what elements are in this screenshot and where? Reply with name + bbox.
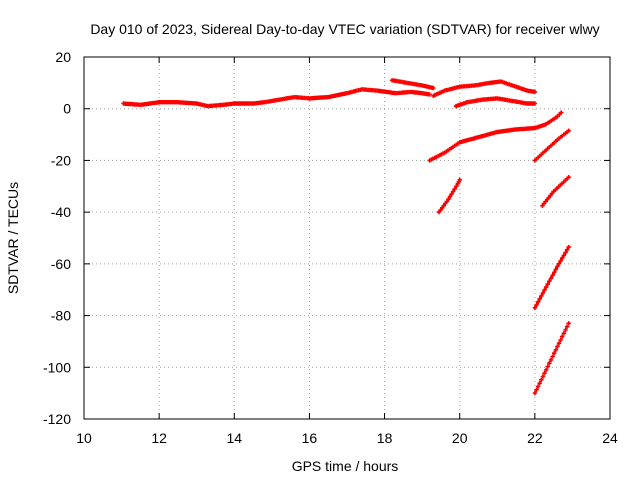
x-tick-label: 16 — [302, 430, 318, 446]
y-tick-label: -120 — [43, 411, 71, 427]
series-arc-1 — [121, 87, 432, 109]
data-series — [121, 78, 571, 396]
series-arc-3 — [431, 79, 538, 98]
series-arc-4 — [453, 96, 538, 109]
x-axis-label: GPS time / hours — [292, 458, 399, 474]
series-arc-9 — [532, 244, 571, 310]
y-tick-label: 20 — [55, 49, 71, 65]
chart-title: Day 010 of 2023, Sidereal Day-to-day VTE… — [90, 21, 599, 37]
series-arc-10 — [532, 321, 571, 396]
series-arc-6 — [532, 128, 571, 163]
x-tick-labels: 10 12 14 16 18 20 22 24 — [76, 430, 618, 446]
x-tick-label: 14 — [226, 430, 242, 446]
x-tick-label: 24 — [602, 430, 618, 446]
x-tick-label: 12 — [151, 430, 167, 446]
series-arc-2 — [389, 78, 436, 91]
y-tick-label: -80 — [51, 308, 71, 324]
x-tick-label: 20 — [452, 430, 468, 446]
series-arc-5 — [427, 110, 564, 163]
axis-ticks — [83, 56, 611, 420]
y-tick-label: -60 — [51, 256, 71, 272]
plot-frame — [83, 56, 611, 420]
y-tick-label: -20 — [51, 152, 71, 168]
series-arc-8 — [540, 175, 571, 208]
series-arc-7 — [436, 177, 462, 215]
y-tick-label: -100 — [43, 359, 71, 375]
y-tick-label: 0 — [63, 101, 71, 117]
y-axis-label: SDTVAR / TECUs — [5, 182, 21, 294]
y-tick-label: -40 — [51, 204, 71, 220]
x-tick-label: 22 — [527, 430, 543, 446]
grid — [84, 57, 610, 419]
x-tick-label: 10 — [76, 430, 92, 446]
x-tick-label: 18 — [377, 430, 393, 446]
y-tick-labels: 20 0 -20 -40 -60 -80 -100 -120 — [43, 49, 71, 427]
